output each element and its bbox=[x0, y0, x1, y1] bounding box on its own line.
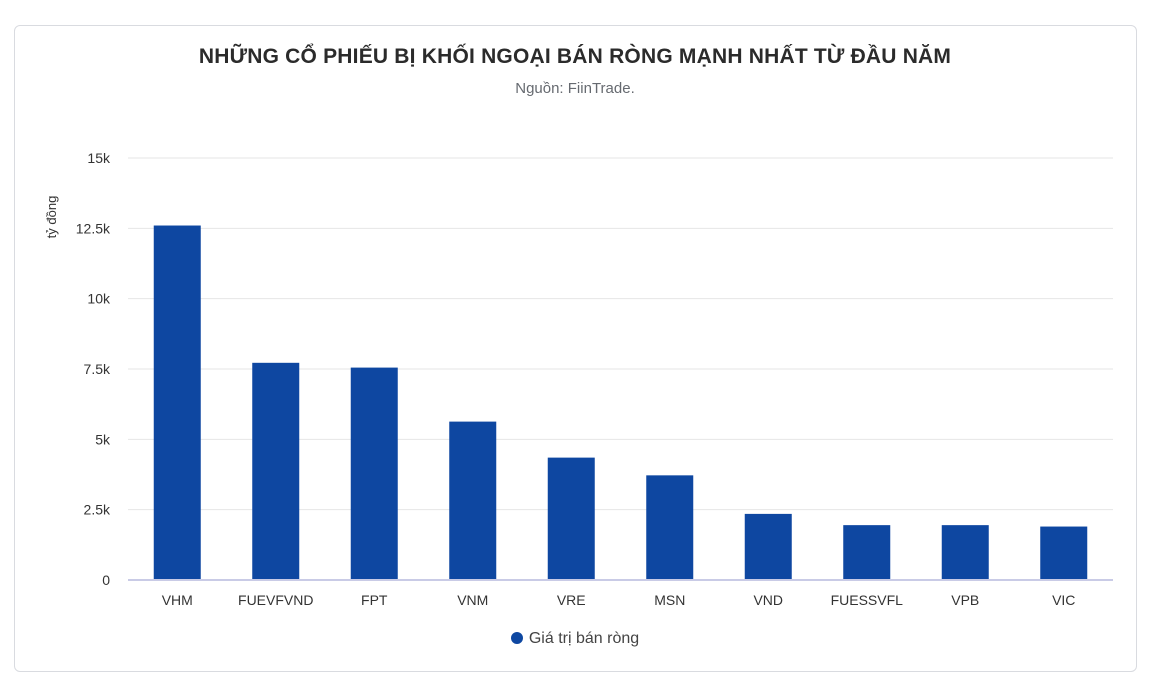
bar-vnd bbox=[744, 513, 792, 580]
x-tick-label: MSN bbox=[654, 592, 685, 608]
y-tick-label: 0 bbox=[102, 572, 110, 588]
bar-fpt bbox=[350, 367, 398, 580]
y-tick-label: 5k bbox=[95, 431, 111, 447]
bar-fuevfvnd bbox=[252, 362, 300, 580]
y-axis-title: tỷ đồng bbox=[44, 196, 59, 239]
bar-vpb bbox=[941, 525, 989, 580]
legend-label: Giá trị bán ròng bbox=[528, 630, 640, 647]
y-tick-label: 12.5k bbox=[76, 220, 111, 236]
y-tick-label: 2.5k bbox=[84, 502, 111, 518]
bar-msn bbox=[646, 475, 694, 580]
x-tick-label: FUESSVFL bbox=[831, 592, 904, 608]
chart-subtitle: Nguồn: FiinTrade. bbox=[515, 80, 635, 97]
y-tick-label: 7.5k bbox=[84, 361, 111, 377]
y-tick-label: 10k bbox=[87, 291, 111, 307]
bar-fuessvfl bbox=[843, 525, 891, 580]
x-tick-label: VIC bbox=[1052, 592, 1075, 608]
x-tick-label: VPB bbox=[951, 592, 979, 608]
x-tick-label: VNM bbox=[457, 592, 488, 608]
x-tick-label: VRE bbox=[557, 592, 586, 608]
legend-marker bbox=[510, 632, 523, 644]
x-tick-label: VND bbox=[753, 592, 783, 608]
y-tick-label: 15k bbox=[87, 150, 111, 166]
bar-vhm bbox=[153, 225, 201, 580]
x-tick-label: VHM bbox=[162, 592, 193, 608]
x-tick-label: FUEVFVND bbox=[238, 592, 313, 608]
chart-title: NHỮNG CỔ PHIẾU BỊ KHỐI NGOẠI BÁN RÒNG MẠ… bbox=[198, 45, 952, 68]
chart-legend[interactable]: Giá trị bán ròng bbox=[0, 630, 1150, 648]
x-tick-label: FPT bbox=[361, 592, 388, 608]
bar-vnm bbox=[449, 421, 497, 580]
bar-vic bbox=[1040, 526, 1088, 580]
bar-vre bbox=[547, 457, 595, 580]
